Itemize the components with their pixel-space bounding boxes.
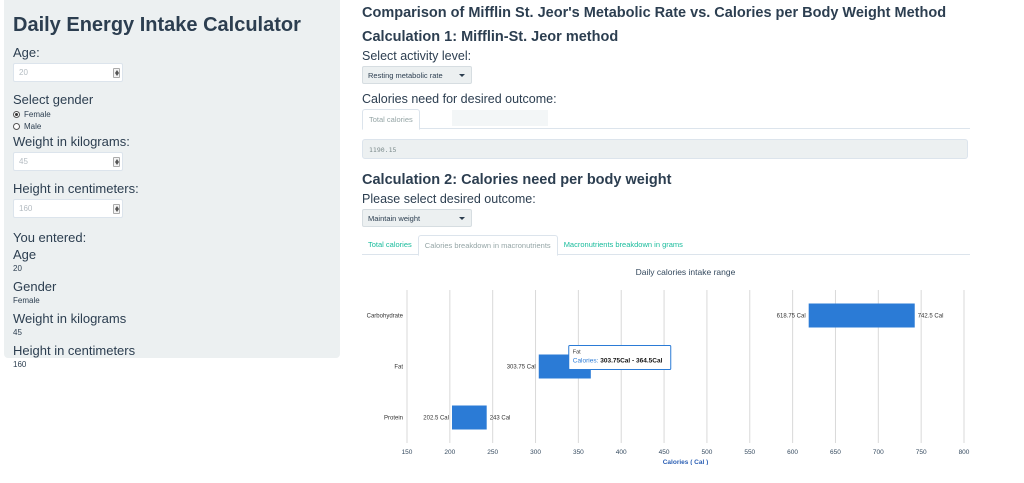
outcome-select[interactable]: Maintain weight [362,209,472,227]
calc2-heading: Calculation 2: Calories need per body we… [362,172,672,188]
bar-protein [451,405,487,430]
outcome-label: Please select desired outcome: [362,192,536,206]
calories-need-label: Calories need for desired outcome: [362,92,557,106]
height-label: Height in centimeters: [13,181,139,196]
age-input-value: 20 [19,68,28,77]
calories-range-chart: Daily calories intake range 150 200 250 300 3… [362,265,970,466]
data-label-high: 742.5 Cal [918,314,944,320]
tooltip-box [568,345,672,370]
calc2-tabs: Total calories Calories breakdown in mac… [362,235,970,256]
sidebar-panel: Daily Energy Intake Calculator Age: 20 S… [4,0,340,369]
entered-weight-label: Weight in kilograms [13,311,127,326]
data-label-high: 243 Cal [490,416,511,422]
gender-label: Select gender [13,92,94,107]
outcome-select-value: Maintain weight [368,214,421,223]
tab-macronutrients-grams[interactable]: Macronutrients breakdown in grams [563,240,683,249]
activity-label: Select activity level: [362,49,472,63]
entered-height-label: Height in centimeters [13,343,136,358]
radio-unselected-icon[interactable] [13,123,20,130]
x-tick-label: 200 [444,449,455,456]
entered-title: You entered: [13,230,87,245]
weight-label: Weight in kilograms: [13,134,130,149]
x-axis-title: Calories ( Cal ) [663,459,709,465]
calc1-heading: Calculation 1: Mifflin-St. Jeor method [362,29,619,45]
calc1-tabs: Total calories [362,109,970,130]
y-tick-label: Fat [394,365,403,371]
chevron-down-icon [459,74,465,77]
x-tick-label: 250 [487,449,498,456]
tab-total-calories-calc1[interactable]: Total calories [362,109,420,130]
x-tick-label: 400 [616,449,627,456]
weight-input-value: 45 [19,157,28,166]
height-spinner-icon[interactable] [113,204,120,214]
calc1-output: 1190.15 [362,139,968,159]
entered-height-value: 160 [13,360,27,369]
age-spinner-icon[interactable] [113,68,120,78]
x-tick-label: 550 [744,449,755,456]
entered-gender-label: Gender [13,279,57,294]
entered-weight-value: 45 [13,328,22,337]
entered-age-value: 20 [13,264,22,273]
gender-option-female: Female [24,110,51,119]
page-title: Comparison of Mifflin St. Jeor's Metabol… [362,5,947,21]
tooltip-value: Calories: 303.75Cal - 364.5Cal [573,358,663,365]
x-tick-label: 800 [959,449,970,456]
gender-radio-male[interactable]: Male [13,122,331,131]
gender-option-male: Male [24,122,42,131]
tab-hover-ghost [452,110,548,126]
data-label-low: 618.75 Cal [777,314,806,320]
activity-select-value: Resting metabolic rate [368,71,443,80]
tooltip-title: Fat [573,350,581,356]
height-input-value: 160 [19,204,33,213]
x-tick-label: 750 [916,449,927,456]
y-tick-label: Protein [384,416,403,422]
age-label: Age: [13,45,40,60]
x-tick-label: 150 [402,449,413,456]
gender-radio-female[interactable]: Female [13,110,331,119]
data-label-low: 303.75 Cal [507,365,536,371]
y-tick-label: Carbohydrate [367,314,404,320]
x-tick-label: 300 [530,449,541,456]
x-tick-label: 600 [787,449,798,456]
x-tick-label: 700 [873,449,884,456]
entered-age-label: Age [13,247,37,262]
x-tick-label: 350 [573,449,584,456]
x-tick-label: 450 [659,449,670,456]
bar-carbohydrate [808,303,915,328]
tab-total-calories[interactable]: Total calories [368,240,412,249]
entered-gender-value: Female [13,296,40,305]
height-input[interactable]: 160 [13,199,123,218]
tab-calories-breakdown[interactable]: Calories breakdown in macronutrients [417,235,558,256]
chart-title: Daily calories intake range [636,267,736,277]
age-input[interactable]: 20 [13,63,123,82]
chevron-down-icon [459,217,465,220]
radio-selected-icon[interactable] [13,111,20,118]
weight-input[interactable]: 45 [13,152,123,171]
data-label-low: 202.5 Cal [423,416,449,422]
main-panel: Comparison of Mifflin St. Jeor's Metabol… [362,0,970,466]
chart-svg: Daily calories intake range 150 200 250 300 3… [367,267,970,466]
x-tick-label: 650 [830,449,841,456]
weight-spinner-icon[interactable] [113,157,120,167]
x-tick-label: 500 [701,449,712,456]
activity-select[interactable]: Resting metabolic rate [362,66,472,84]
app-title: Daily Energy Intake Calculator [13,14,301,36]
